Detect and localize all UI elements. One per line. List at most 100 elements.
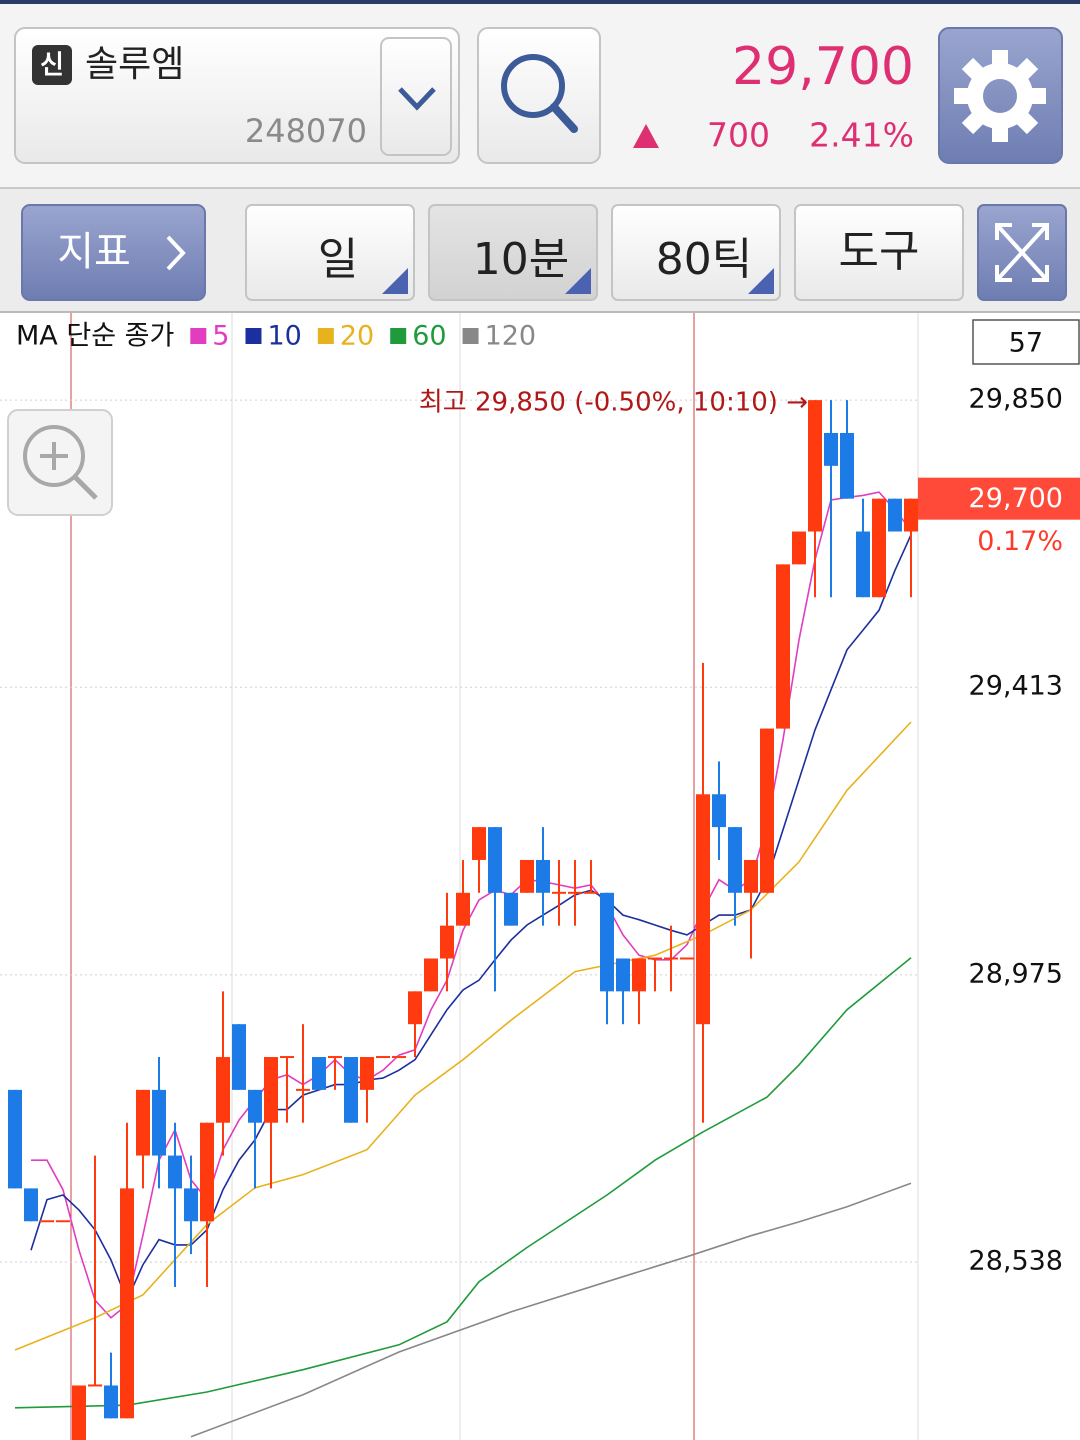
plot — [8, 400, 918, 1440]
candle-body — [600, 892, 614, 992]
candle-body — [648, 957, 662, 960]
candle-body — [344, 1057, 358, 1123]
up-triangle — [633, 124, 659, 148]
search-icon-handle — [550, 103, 578, 133]
candle-body — [216, 1057, 230, 1123]
price-change: 700 — [707, 116, 770, 155]
tools-button[interactable] — [794, 204, 964, 301]
legend-swatch — [317, 328, 334, 344]
last-price: 29,700 — [969, 483, 1063, 514]
tools-label: 도구 — [839, 226, 920, 277]
candle-body — [712, 794, 726, 828]
grid — [0, 399, 918, 1263]
candle-body — [184, 1188, 198, 1222]
y-tick-label: 29,850 — [969, 384, 1063, 415]
candle-body — [248, 1089, 262, 1123]
legend-swatch — [390, 328, 407, 344]
search-icon — [501, 54, 565, 118]
candle-body — [360, 1057, 374, 1090]
legend-label: 60 — [412, 321, 446, 352]
candle-body — [8, 1089, 22, 1189]
badge: 신 — [40, 51, 64, 81]
candle-body — [664, 957, 678, 960]
price-axis: 28,538 28,975 29,413 29,850 — [969, 384, 1063, 1277]
legend-label: 120 — [485, 321, 537, 352]
chart: 28,538 28,975 29,413 29,850 MA 단순 종가 5 10 20 6… — [0, 313, 1080, 1440]
period-label: 일 — [318, 234, 358, 285]
candle-body — [312, 1057, 326, 1090]
gear-icon — [954, 50, 1046, 142]
indicator-label: 지표 — [57, 229, 131, 275]
indicator-button[interactable] — [21, 204, 206, 301]
count: 57 — [1009, 328, 1043, 359]
dropdown-chevron — [398, 87, 436, 111]
period-button[interactable] — [428, 204, 598, 301]
period-button[interactable] — [611, 204, 781, 301]
candle-body — [24, 1188, 38, 1222]
candle-body — [264, 1057, 278, 1123]
last-change: 0.17% — [977, 526, 1063, 557]
period-button[interactable] — [245, 204, 415, 301]
stock-box[interactable] — [14, 27, 460, 164]
candle-body — [200, 1122, 214, 1222]
candle-body — [552, 891, 566, 894]
candle-body — [520, 859, 534, 893]
ma-line — [190, 1182, 912, 1438]
candle-body — [584, 891, 598, 894]
count-box — [972, 319, 1080, 365]
legend: 5 10 20 60 120 — [190, 321, 536, 352]
period-corner — [748, 268, 774, 294]
candle-body — [632, 958, 646, 992]
last-price-tag — [918, 477, 1080, 520]
candle-body — [488, 827, 502, 893]
candle-body — [888, 498, 902, 532]
y-tick-label: 28,975 — [969, 958, 1063, 989]
candle-body — [296, 1088, 310, 1091]
candle-body — [168, 1155, 182, 1189]
expand-icon — [995, 223, 1049, 282]
candle-body — [392, 1056, 406, 1059]
legend-label: 20 — [340, 321, 374, 352]
candle-body — [328, 1056, 342, 1059]
period-buttons: 일 10분 80틱 — [245, 204, 781, 301]
price-change-pct: 2.41% — [809, 116, 914, 155]
candle-body — [680, 957, 694, 960]
legend-swatch — [190, 328, 207, 344]
y-tick-label: 29,413 — [969, 671, 1063, 702]
candle-body — [472, 827, 486, 860]
search-button[interactable] — [477, 27, 601, 164]
candle-body — [280, 1056, 294, 1059]
legend-swatch — [462, 328, 479, 344]
candle-body — [536, 859, 550, 893]
candle-body — [376, 1056, 390, 1059]
candle-body — [440, 925, 454, 959]
candle-body — [760, 728, 774, 893]
candle-body — [408, 991, 422, 1025]
candle-body — [776, 564, 790, 729]
period-corner — [565, 268, 591, 294]
price: 29,700 — [732, 37, 914, 97]
stock-name: 솔루엠 — [85, 44, 184, 85]
legend-title: MA 단순 종가 — [16, 321, 174, 352]
legend-swatch — [245, 328, 262, 344]
stock-code: 248070 — [245, 112, 367, 150]
candle-body — [792, 531, 806, 565]
candle-body — [72, 1385, 86, 1440]
dropdown-button[interactable] — [380, 37, 452, 156]
period-label: 80틱 — [656, 234, 752, 285]
indicator-chevron — [166, 235, 186, 271]
legend-label: 10 — [267, 321, 301, 352]
candle-body — [88, 1384, 102, 1387]
zoom-icon — [23, 425, 85, 487]
candle-body — [56, 1220, 70, 1223]
candle-body — [504, 892, 518, 926]
candle-body — [232, 1024, 246, 1090]
candle-body — [744, 859, 758, 893]
candle-body — [856, 531, 870, 598]
candle-body — [104, 1385, 118, 1419]
candle-body — [696, 794, 710, 1025]
candle-body — [424, 958, 438, 992]
candle-body — [616, 958, 630, 992]
ma-line — [14, 957, 912, 1409]
